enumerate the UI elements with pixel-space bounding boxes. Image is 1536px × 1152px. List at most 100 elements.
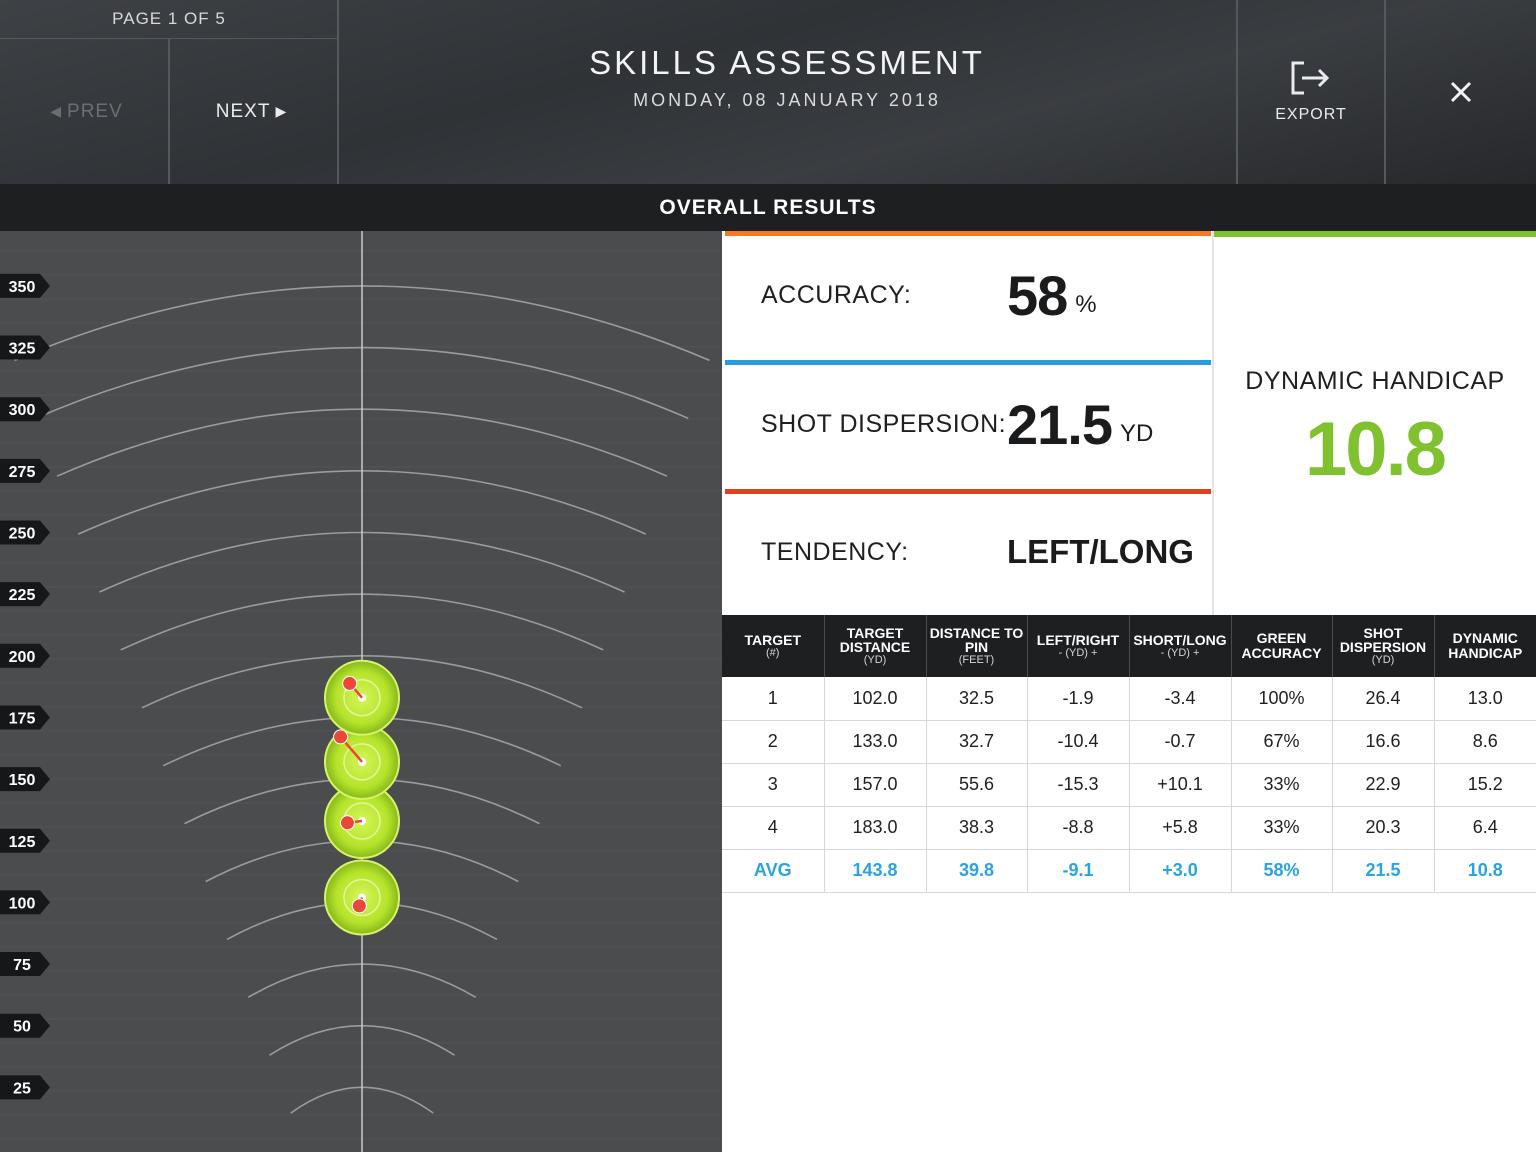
- table-cell: 32.7: [926, 720, 1028, 764]
- handicap-label: DYNAMIC HANDICAP: [1245, 367, 1505, 395]
- table-cell: -1.9: [1027, 677, 1130, 721]
- table-cell: -3.4: [1129, 677, 1232, 721]
- left-arrow-icon: ◀: [50, 103, 63, 119]
- table-cell: 3: [722, 763, 825, 807]
- table-cell: 6.4: [1434, 806, 1536, 850]
- table-cell: 39.8: [926, 849, 1028, 893]
- column-header: DISTANCE TO PIN (FEET): [926, 615, 1028, 677]
- shot-marker: [333, 729, 349, 745]
- tendency-value-group: LEFT/LONG: [1007, 489, 1194, 615]
- table-row: 2 133.0 32.7 -10.4 -0.7 67% 16.6 8.6: [722, 720, 1536, 764]
- export-icon: [1291, 61, 1330, 95]
- distance-marker-tag: [0, 273, 50, 298]
- dispersion-unit: YD: [1120, 419, 1154, 447]
- table-avg-row: AVG 143.8 39.8 -9.1 +3.0 58% 21.5 10.8: [722, 849, 1536, 893]
- table-cell: -8.8: [1027, 806, 1130, 850]
- handicap-bar: [1214, 231, 1536, 237]
- column-header: LEFT/RIGHT - (YD) +: [1027, 615, 1130, 677]
- distance-marker-label: 325: [9, 341, 36, 358]
- distance-marker-tag: [0, 705, 50, 730]
- table-cell: 10.8: [1434, 849, 1536, 893]
- table-row: 4 183.0 38.3 -8.8 +5.8 33% 20.3 6.4: [722, 806, 1536, 850]
- distance-marker-label: 225: [9, 587, 36, 604]
- column-header: GREEN ACCURACY: [1231, 615, 1333, 677]
- next-button[interactable]: NEXT ▶: [170, 39, 338, 184]
- table-cell: AVG: [722, 849, 825, 893]
- distance-marker-label: 250: [9, 526, 36, 543]
- table-cell: -10.4: [1027, 720, 1130, 764]
- table-cell: 100%: [1231, 677, 1333, 721]
- table-cell: 157.0: [824, 763, 927, 807]
- distance-marker-label: 125: [9, 834, 36, 851]
- table-cell: 183.0: [824, 806, 927, 850]
- dispersion-value: 21.5: [1007, 393, 1113, 456]
- distance-marker-label: 350: [9, 279, 36, 296]
- close-button[interactable]: [1386, 0, 1536, 184]
- distance-marker-label: 75: [13, 957, 31, 974]
- distance-marker-tag: [0, 582, 50, 607]
- accuracy-value-group: 58 %: [1007, 231, 1097, 360]
- header-divider: [1384, 0, 1386, 184]
- distance-marker-label: 50: [13, 1019, 31, 1036]
- table-cell: +3.0: [1129, 849, 1232, 893]
- table-cell: 55.6: [926, 763, 1028, 807]
- distance-marker-tag: [0, 1075, 50, 1100]
- dispersion-stat: SHOT DISPERSION: 21.5 YD: [722, 360, 1212, 489]
- header-divider: [0, 38, 338, 39]
- table-cell: 13.0: [1434, 677, 1536, 721]
- table-cell: +10.1: [1129, 763, 1232, 807]
- right-arrow-icon: ▶: [275, 103, 288, 119]
- distance-marker-tag: [0, 952, 50, 977]
- distance-marker-label: 275: [9, 464, 36, 481]
- accuracy-stat: ACCURACY: 58 %: [722, 231, 1212, 360]
- table-cell: 32.5: [926, 677, 1028, 721]
- dispersion-bar: [725, 360, 1211, 365]
- table-cell: 1: [722, 677, 825, 721]
- table-row: 3 157.0 55.6 -15.3 +10.1 33% 22.9 15.2: [722, 763, 1536, 807]
- shot-marker: [342, 675, 358, 691]
- accuracy-value: 58: [1007, 264, 1068, 327]
- page-title: SKILLS ASSESSMENT: [589, 44, 985, 81]
- distance-marker-tag: [0, 458, 50, 483]
- target-inner-ring: [343, 743, 381, 781]
- target-inner-ring: [343, 878, 381, 917]
- dispersion-label: SHOT DISPERSION:: [761, 410, 1007, 438]
- tendency-value: LEFT/LONG: [1007, 533, 1194, 570]
- range-chart: 350 325 300 275 250 225 200 175 150 125 100 75 50 25: [0, 231, 722, 1152]
- table-cell: 15.2: [1434, 763, 1536, 807]
- table-cell: +5.8: [1129, 806, 1232, 850]
- range-chart-svg: 350 325 300 275 250 225 200 175 150 125 100 75 50 25: [0, 231, 722, 1152]
- header-divider: [168, 39, 170, 184]
- accuracy-bar: [725, 231, 1211, 236]
- handicap-value: 10.8: [1305, 407, 1447, 492]
- results-table: TARGET (#) TARGET DISTANCE (YD) DISTANCE T…: [722, 615, 1536, 893]
- table-cell: 21.5: [1332, 849, 1435, 893]
- prev-button[interactable]: ◀ PREV: [0, 39, 168, 184]
- table-cell: 67%: [1231, 720, 1333, 764]
- distance-marker-tag: [0, 335, 50, 360]
- distance-marker-tag: [0, 520, 50, 545]
- table-cell: -15.3: [1027, 763, 1130, 807]
- table-cell: 102.0: [824, 677, 927, 721]
- table-cell: 133.0: [824, 720, 927, 764]
- shot-marker: [339, 815, 355, 831]
- table-cell: 143.8: [824, 849, 927, 893]
- section-title: OVERALL RESULTS: [0, 184, 1536, 231]
- distance-marker-label: 25: [13, 1080, 31, 1097]
- export-button[interactable]: EXPORT: [1238, 0, 1384, 184]
- table-cell: 38.3: [926, 806, 1028, 850]
- accuracy-label: ACCURACY:: [761, 281, 912, 309]
- table-cell: -0.7: [1129, 720, 1232, 764]
- column-header: SHORT/LONG - (YD) +: [1129, 615, 1232, 677]
- tendency-label: TENDENCY:: [761, 537, 909, 566]
- distance-marker-label: 300: [9, 402, 36, 419]
- header: PAGE 1 OF 5 ◀ PREV NEXT ▶ SKILLS ASSESSM…: [0, 0, 1536, 184]
- table-cell: 20.3: [1332, 806, 1435, 850]
- distance-marker-tag: [0, 643, 50, 668]
- table-cell: 2: [722, 720, 825, 764]
- next-label: NEXT: [215, 100, 271, 122]
- distance-marker-label: 150: [9, 772, 36, 789]
- accuracy-unit: %: [1075, 290, 1097, 318]
- column-header: SHOT DISPERSION (YD): [1332, 615, 1435, 677]
